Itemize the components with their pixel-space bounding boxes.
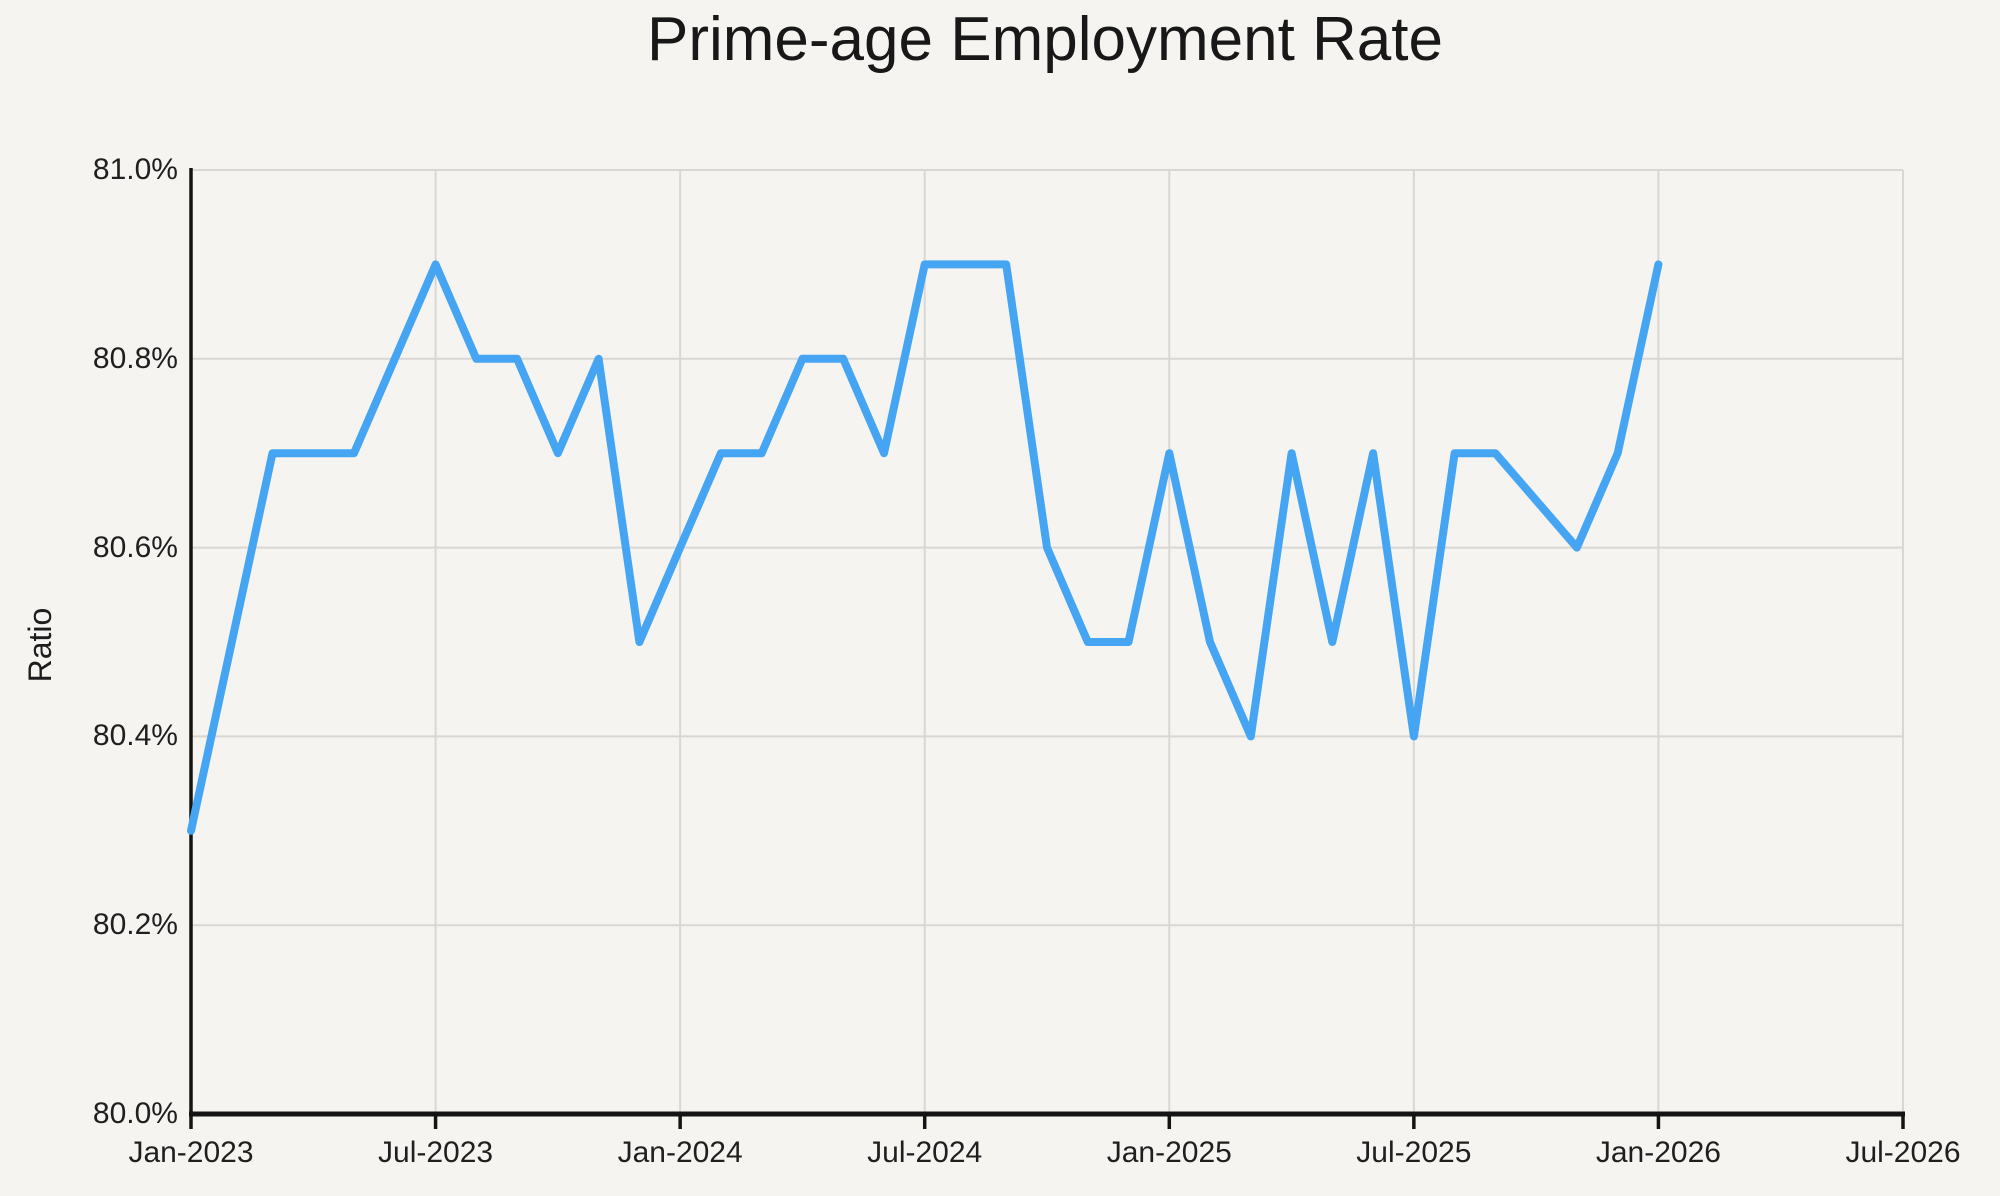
chart-title: Prime-age Employment Rate [647,5,1443,74]
employment-rate-line [187,260,1663,835]
y-tick-label: 80.4% [92,719,178,753]
data-series-line [187,260,1663,835]
x-tick-label: Jul-2026 [1845,1136,1961,1169]
y-tick-label: 80.8% [92,341,178,375]
x-tick-label: Jan-2026 [1595,1136,1721,1169]
axes [189,168,1905,1129]
y-axis-title: Ratio [22,607,58,683]
x-tick-label: Jan-2023 [128,1136,254,1169]
y-tick-label: 80.0% [92,1097,178,1130]
x-tick-label: Jul-2024 [867,1136,983,1169]
x-tick-label: Jan-2025 [1106,1136,1232,1169]
y-tick-label: 80.2% [92,908,178,942]
x-tick-label: Jul-2025 [1356,1136,1472,1169]
y-tick-label: 80.6% [92,530,178,564]
y-tick-label: 81.0% [92,153,178,186]
x-tick-label: Jan-2024 [617,1136,743,1169]
x-tick-label: Jul-2023 [378,1136,494,1169]
